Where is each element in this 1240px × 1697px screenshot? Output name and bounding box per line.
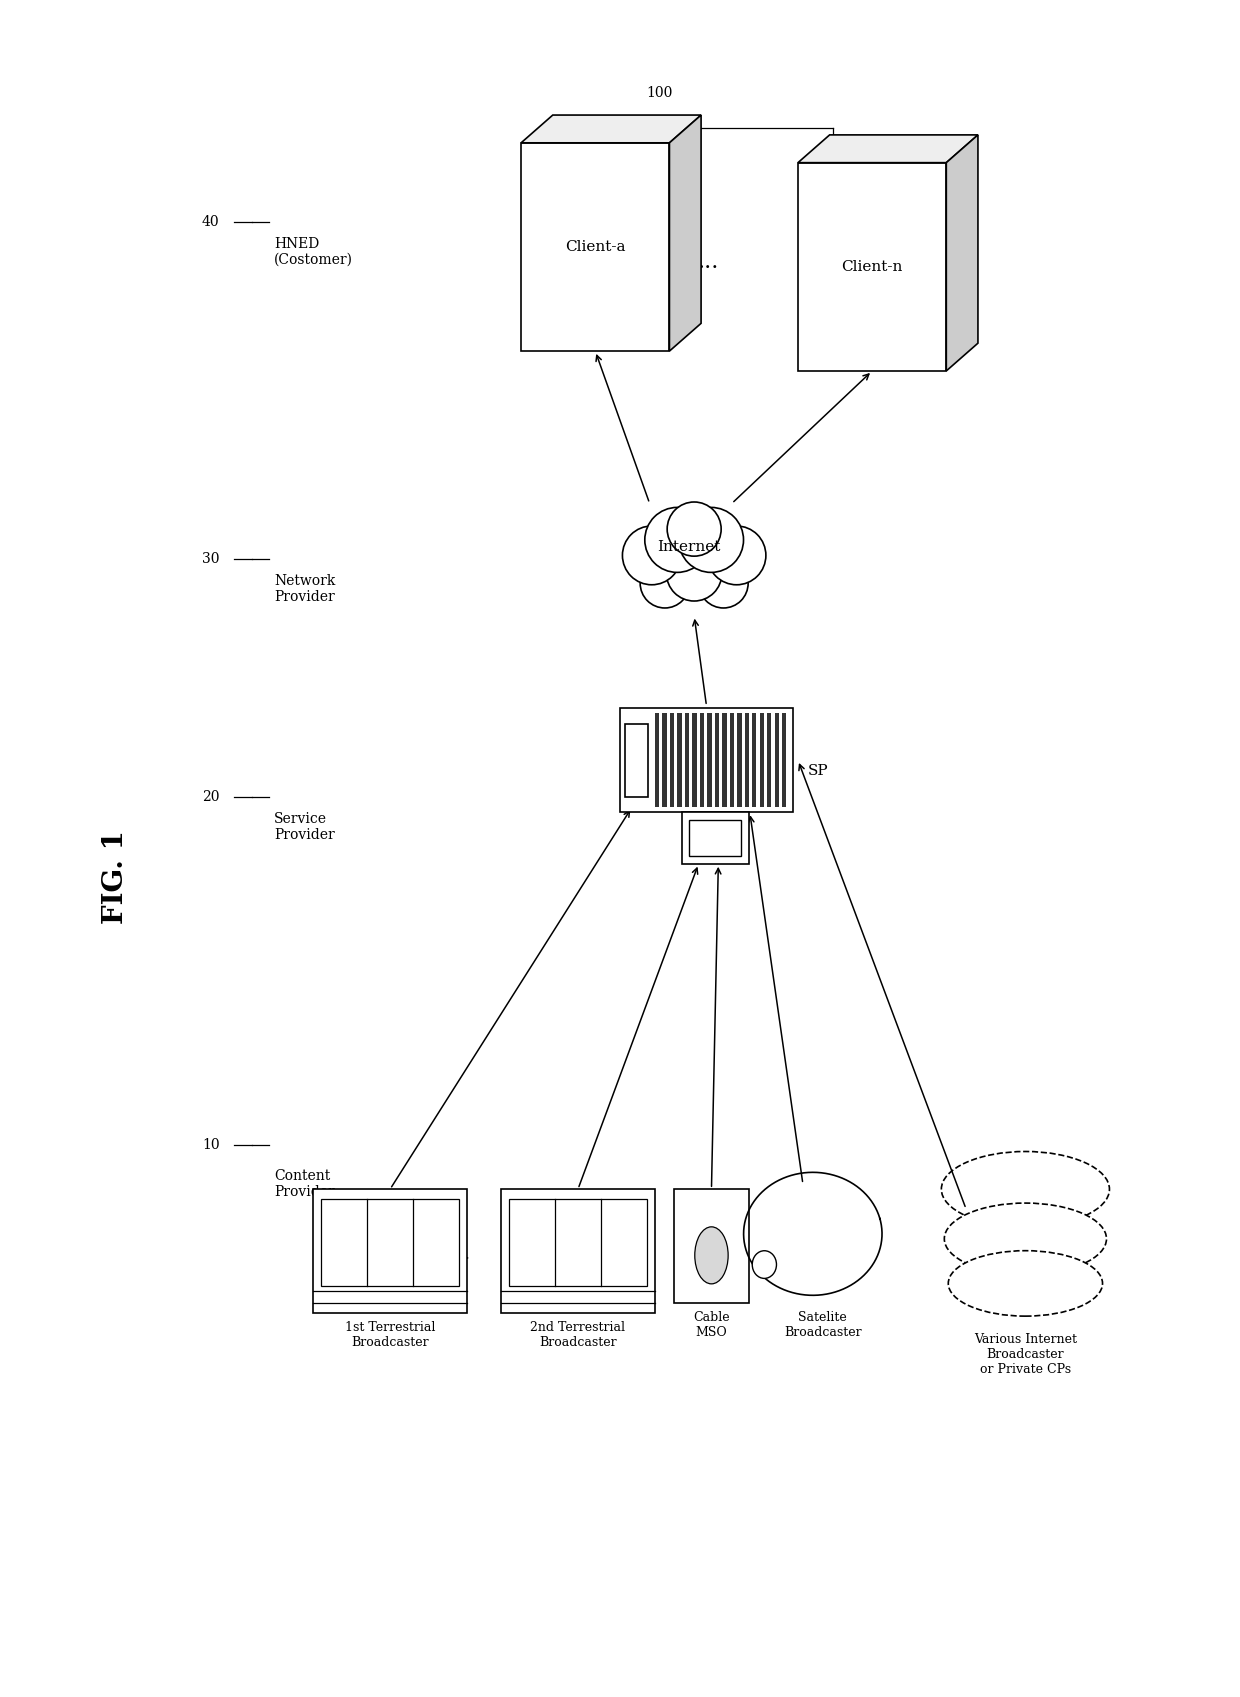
Polygon shape: [760, 713, 764, 808]
Text: 20: 20: [202, 791, 219, 804]
Polygon shape: [670, 713, 675, 808]
Text: 10: 10: [202, 1137, 219, 1152]
Polygon shape: [675, 1190, 749, 1303]
Polygon shape: [689, 820, 740, 855]
Polygon shape: [677, 713, 682, 808]
Polygon shape: [699, 713, 704, 808]
Text: Content
Provider: Content Provider: [274, 1169, 335, 1200]
Polygon shape: [625, 725, 647, 796]
Text: Internet: Internet: [657, 540, 720, 555]
Text: 30: 30: [202, 553, 219, 567]
Polygon shape: [737, 713, 742, 808]
Circle shape: [645, 507, 709, 572]
Circle shape: [666, 545, 722, 601]
Text: Various Internet
Broadcaster
or Private CPs: Various Internet Broadcaster or Private …: [973, 1334, 1076, 1376]
Ellipse shape: [694, 1227, 728, 1285]
Ellipse shape: [941, 1152, 1110, 1227]
Text: Service
Provider: Service Provider: [274, 813, 335, 842]
Polygon shape: [799, 134, 978, 163]
Text: Satelite
Broadcaster: Satelite Broadcaster: [784, 1312, 862, 1339]
Circle shape: [640, 558, 689, 608]
Polygon shape: [682, 813, 749, 864]
Polygon shape: [508, 1200, 647, 1286]
Polygon shape: [655, 713, 658, 808]
Text: 2nd Terrestrial
Broadcaster: 2nd Terrestrial Broadcaster: [531, 1320, 625, 1349]
Polygon shape: [775, 713, 779, 808]
Text: Client-a: Client-a: [565, 239, 625, 255]
Polygon shape: [692, 713, 697, 808]
Circle shape: [622, 526, 681, 585]
Polygon shape: [501, 1190, 655, 1313]
Text: .: .: [464, 1244, 470, 1263]
Text: 40: 40: [202, 216, 219, 229]
Polygon shape: [729, 713, 734, 808]
Text: SP: SP: [808, 764, 828, 777]
Text: FIG. 1: FIG. 1: [102, 830, 129, 923]
Polygon shape: [946, 134, 978, 372]
Ellipse shape: [945, 1203, 1106, 1274]
Text: 1st Terrestrial
Broadcaster: 1st Terrestrial Broadcaster: [345, 1320, 435, 1349]
Polygon shape: [714, 713, 719, 808]
Polygon shape: [662, 713, 667, 808]
Text: Cable
MSO: Cable MSO: [693, 1312, 730, 1339]
Polygon shape: [707, 713, 712, 808]
Polygon shape: [768, 713, 771, 808]
Polygon shape: [321, 1200, 459, 1286]
Circle shape: [678, 507, 744, 572]
Text: ...: ...: [698, 251, 719, 273]
Text: HNED
(Costomer): HNED (Costomer): [274, 238, 353, 266]
Text: 100: 100: [646, 87, 673, 100]
Polygon shape: [684, 713, 689, 808]
Polygon shape: [753, 713, 756, 808]
Circle shape: [699, 558, 748, 608]
Text: Client-n: Client-n: [842, 260, 903, 273]
Polygon shape: [620, 708, 794, 813]
Circle shape: [667, 502, 722, 557]
Ellipse shape: [753, 1251, 776, 1278]
Polygon shape: [314, 1190, 466, 1313]
Polygon shape: [521, 143, 670, 351]
Ellipse shape: [949, 1251, 1102, 1317]
Polygon shape: [670, 115, 701, 351]
Circle shape: [707, 526, 766, 585]
Polygon shape: [722, 713, 727, 808]
Polygon shape: [744, 713, 749, 808]
Polygon shape: [521, 115, 701, 143]
Text: Network
Provider: Network Provider: [274, 574, 335, 604]
Polygon shape: [782, 713, 786, 808]
Polygon shape: [799, 163, 946, 372]
